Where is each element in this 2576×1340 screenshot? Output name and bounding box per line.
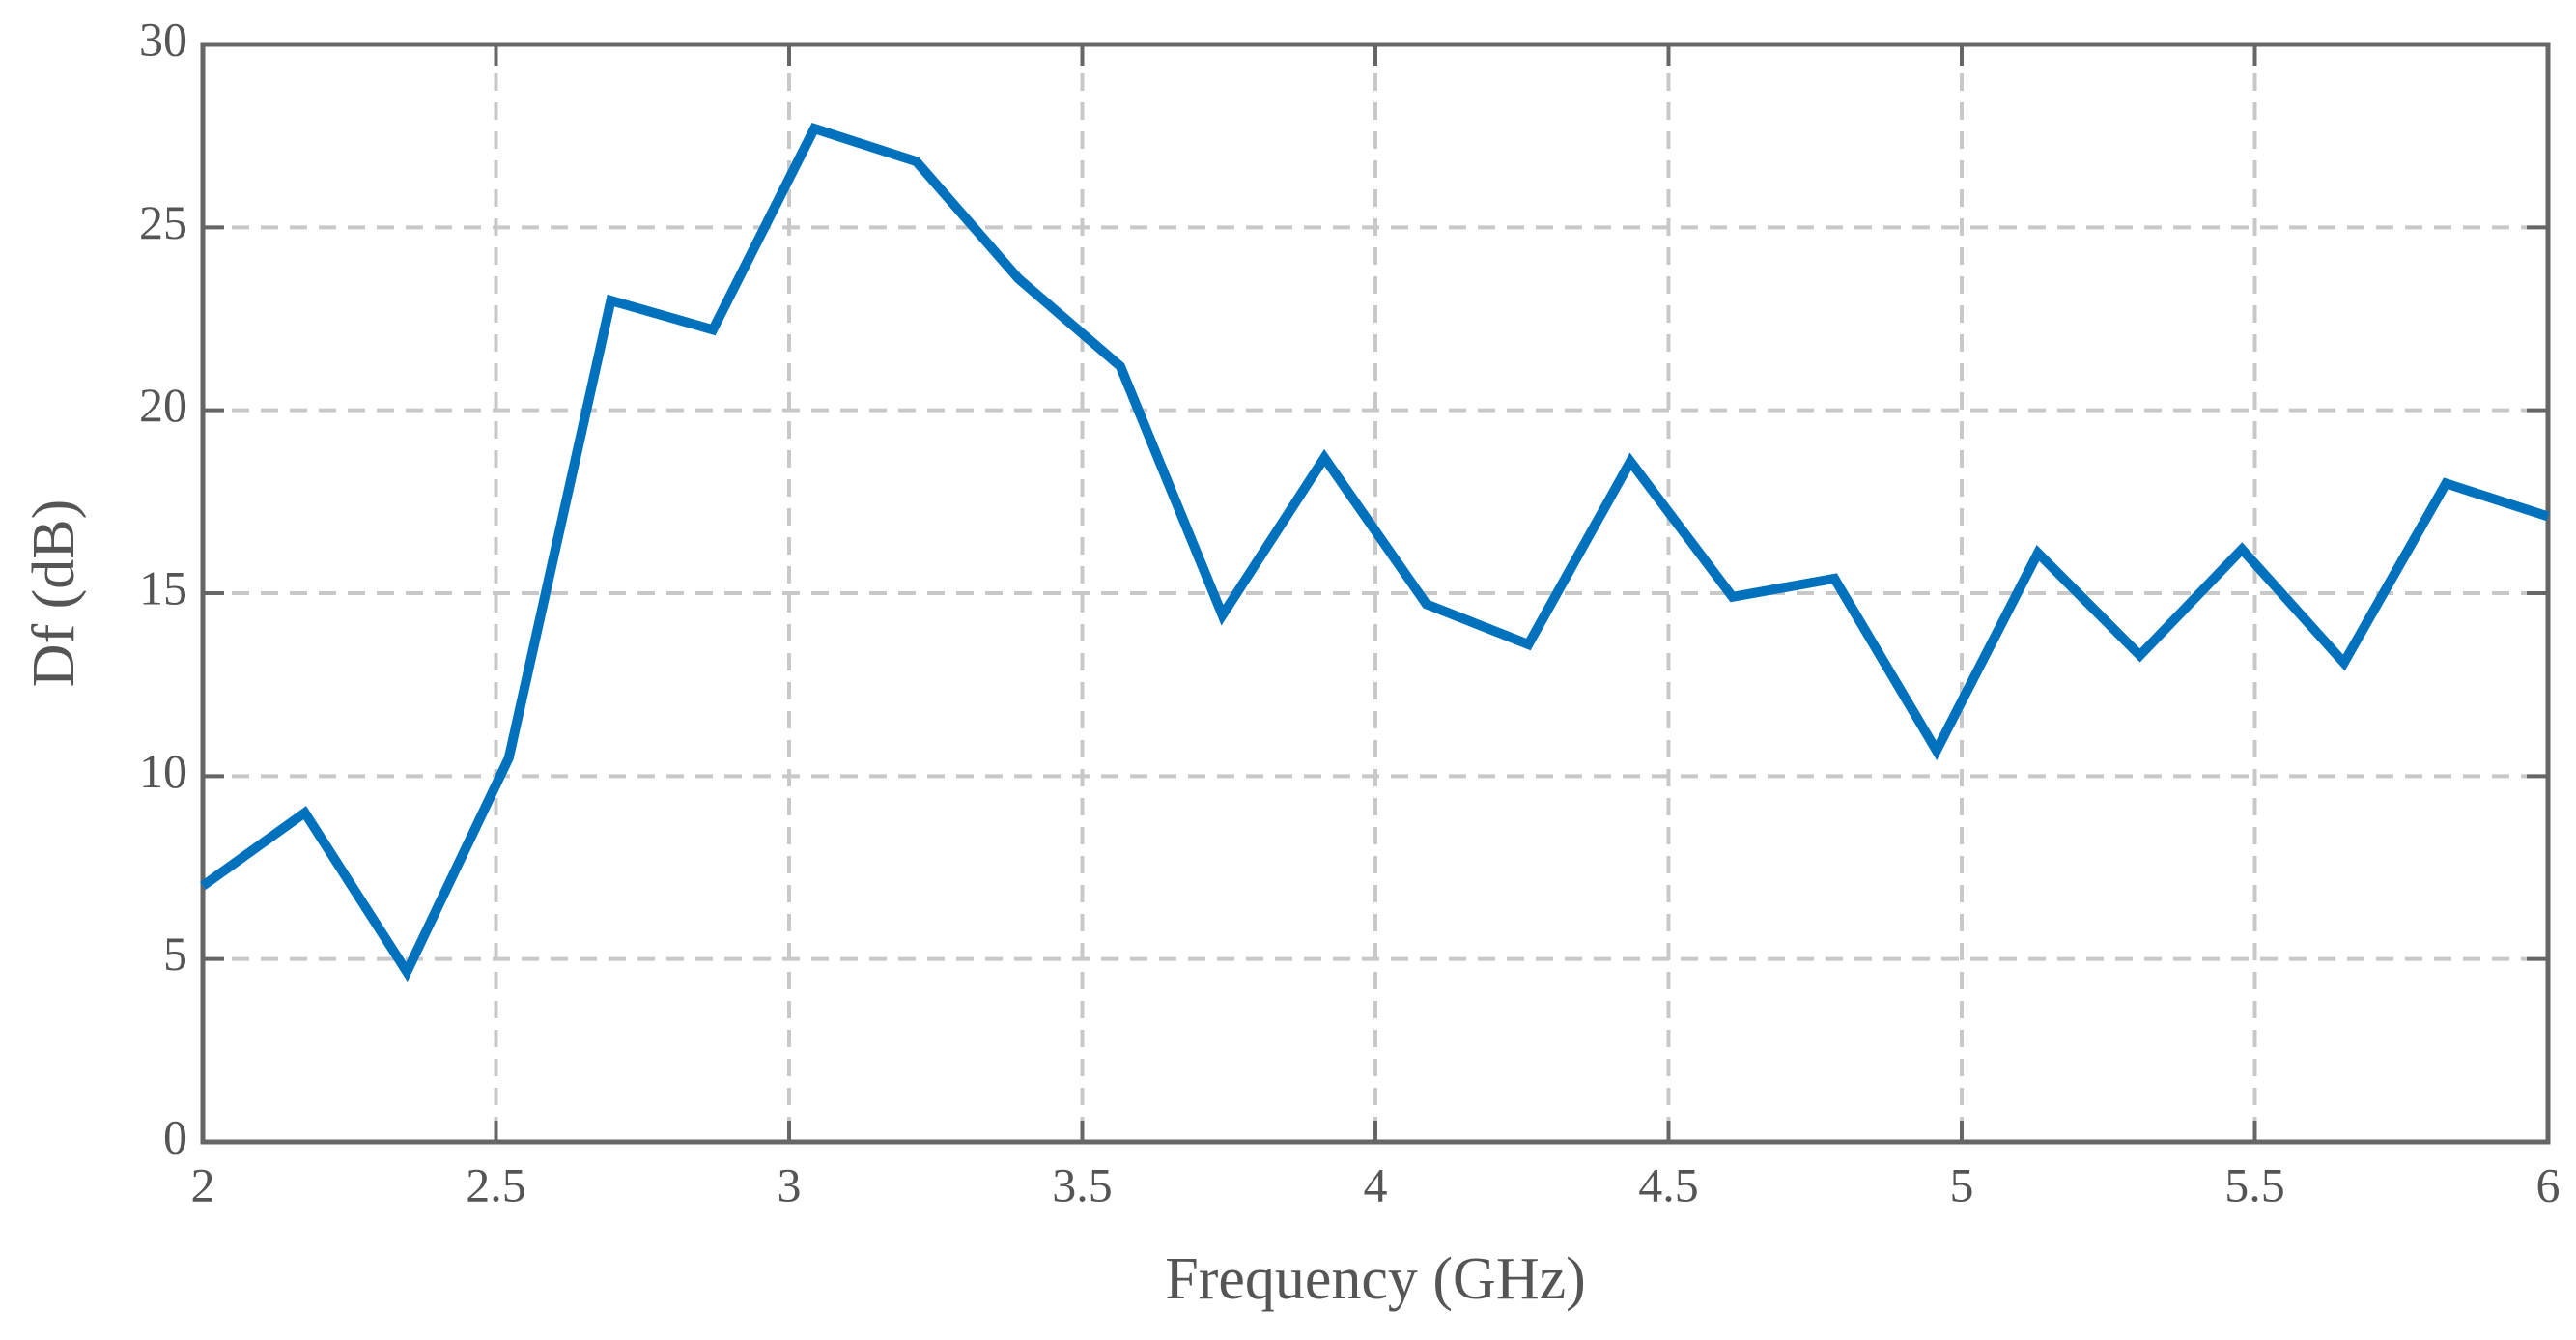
y-tick-label: 20 — [139, 378, 187, 432]
x-axis-label: Frequency (GHz) — [1165, 1246, 1586, 1312]
x-tick-label: 3.5 — [1052, 1157, 1113, 1212]
y-tick-label: 5 — [163, 927, 187, 981]
plot-frame — [200, 42, 2551, 1145]
x-tick-label: 4 — [1364, 1157, 1388, 1212]
x-tick-label: 5.5 — [2224, 1157, 2285, 1212]
x-tick-label: 3 — [778, 1157, 802, 1212]
data-line — [200, 123, 2550, 983]
x-tick-label: 6 — [2536, 1157, 2561, 1212]
x-tick-label: 2 — [191, 1157, 215, 1212]
y-axis-label: Df (dB) — [21, 499, 87, 688]
y-tick-label: 10 — [139, 744, 187, 798]
x-tick-label: 2.5 — [466, 1157, 526, 1212]
y-tick-label: 30 — [139, 12, 187, 66]
x-tick-label: 4.5 — [1638, 1157, 1699, 1212]
y-tick-label: 0 — [163, 1109, 187, 1163]
x-tick-label: 5 — [1950, 1157, 1974, 1212]
y-tick-label: 25 — [139, 195, 187, 249]
y-tick-label: 15 — [139, 560, 187, 614]
